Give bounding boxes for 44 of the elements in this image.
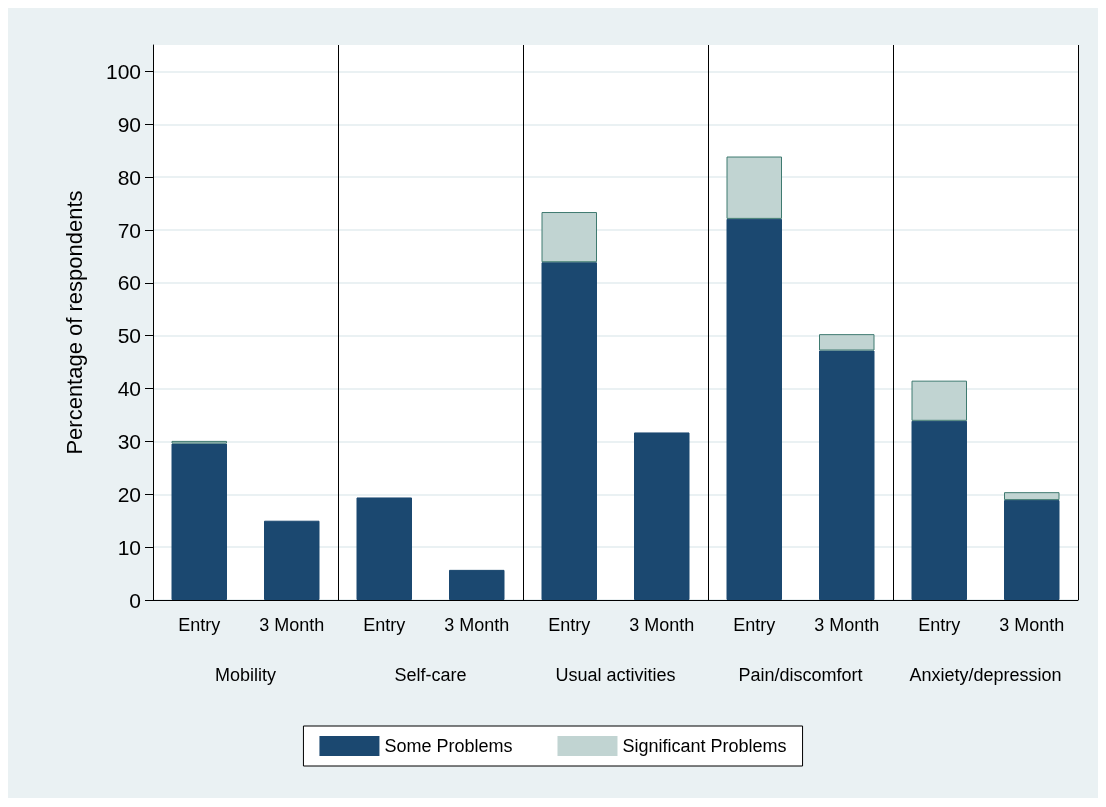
x-tick-label: 3 Month (444, 615, 510, 635)
bar (264, 520, 320, 600)
bar (356, 497, 412, 600)
text: Pain/discomfort (738, 665, 863, 685)
bar (541, 212, 597, 263)
text: Usual activities (555, 665, 676, 685)
bar (911, 380, 967, 421)
y-tick-label: 0 (129, 588, 141, 612)
y-tick-label: 70 (117, 218, 141, 242)
y-tick-label: 20 (117, 482, 141, 506)
y-tick-label: 90 (117, 112, 141, 136)
bar (726, 156, 782, 219)
y-tick-label: 30 (117, 429, 141, 453)
y-tick-label: 60 (117, 271, 141, 295)
legend-label: Significant Problems (622, 736, 787, 756)
text: Self-care (394, 665, 467, 685)
y-tick-label: 80 (117, 165, 141, 189)
bar (449, 569, 505, 600)
x-tick-label: Entry (733, 615, 776, 635)
x-tick-label: Entry (548, 615, 591, 635)
bar (819, 350, 875, 600)
y-tick-label: 10 (117, 535, 141, 559)
x-tick-label: 3 Month (629, 615, 695, 635)
bar (819, 334, 875, 351)
bar (171, 443, 227, 600)
bar (1004, 492, 1060, 501)
y-tick-label: 50 (117, 324, 141, 348)
x-tick-label: 3 Month (259, 615, 325, 635)
bar (911, 420, 967, 600)
bar (634, 432, 690, 600)
x-tick-label: Entry (178, 615, 221, 635)
x-tick-label: Entry (918, 615, 961, 635)
bar (541, 262, 597, 600)
bar (1004, 500, 1060, 600)
text: Anxiety/depression (909, 665, 1062, 685)
text: Mobility (214, 665, 277, 685)
x-tick-label: 3 Month (814, 615, 880, 635)
y-tick-label: 40 (117, 377, 141, 401)
x-tick-label: 3 Month (999, 615, 1065, 635)
x-tick-label: Entry (363, 615, 406, 635)
y-axis-title: Percentage of respondents (61, 190, 87, 455)
bar (726, 218, 782, 600)
legend-label: Some Problems (384, 736, 513, 756)
y-tick-label: 100 (105, 59, 141, 83)
